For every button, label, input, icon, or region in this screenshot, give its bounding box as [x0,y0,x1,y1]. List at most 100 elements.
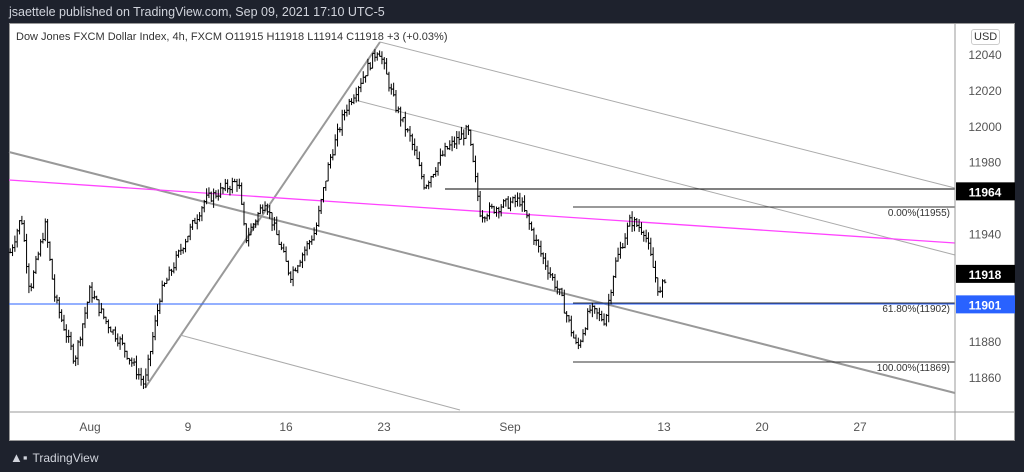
price-label: 11964 [969,185,1002,199]
ohlc-bar [53,274,57,302]
ohlc-bar [487,202,491,220]
ohlc-bar [506,196,510,209]
ohlc-bar [551,272,555,281]
ohlc-bar [632,216,636,232]
ohlc-bar [74,355,78,367]
ohlc-bar [450,136,454,152]
ohlc-bar [184,238,188,253]
price-label-box [956,295,1015,314]
ohlc-bar [429,175,433,188]
ohlc-bar [179,243,183,256]
time-axis: Aug 9 16 23 Sep 13 20 27 [79,420,867,434]
pitchfork-handle [144,41,381,389]
pitchfork-bottom [179,334,461,411]
ohlc-bar [637,219,641,232]
ohlc-bar [291,266,295,287]
ohlc-bar [170,268,174,276]
ohlc-bar [368,62,372,71]
ohlc-bar [343,109,347,121]
ohlc-bar [546,260,550,280]
ohlc-bar [148,350,152,367]
ohlc-bar [284,246,288,262]
ohlc-bar [167,266,171,281]
ohlc-bar [415,145,419,160]
currency-button[interactable]: USD [971,29,1001,45]
ohlc-bar [569,315,573,337]
ohlc-bar [221,186,225,194]
ohlc-bar [417,151,421,167]
ohlc-bar [459,126,463,140]
ohlc-bar [109,326,113,333]
price-label-box [956,182,1015,201]
ohlc-bar [99,302,103,314]
ohlc-bar [155,304,159,327]
ohlc-bar [401,117,405,123]
ohlc-bar [544,253,548,270]
ohlc-bar [357,85,361,102]
x-tick-label: 16 [279,420,293,434]
ohlc-bar [50,258,54,280]
ohlc-bar [653,260,657,283]
ohlc-bar [198,212,202,222]
ohlc-bar [151,331,155,355]
ohlc-bar [579,339,583,348]
fib-label-618: 61.80%(11902) [882,304,950,315]
price-label: 11918 [969,268,1002,282]
ohlc-bar [153,315,157,341]
ohlc-bar [92,290,96,300]
x-tick-label: 9 [185,420,192,434]
ohlc-bar [438,148,442,166]
price-axis: 12040 12020 12000 11980 11940 11880 11860 [968,48,1002,385]
ohlc-bar [590,302,594,318]
tradingview-logo[interactable]: ▲▪ TradingView [10,450,99,465]
ohlc-bar [649,237,653,257]
ohlc-bar [485,213,489,222]
ohlc-bar [195,214,199,230]
ohlc-bar [230,177,234,194]
ohlc-bar [113,326,117,342]
ohlc-bar [188,223,192,241]
y-tick-label: 12020 [968,84,1002,98]
y-tick-label: 12040 [968,48,1002,62]
ohlc-bar [160,280,164,303]
ohlc-bar [90,282,94,303]
ohlc-bar [576,337,580,350]
ohlc-bar [509,197,513,212]
ohlc-bar [385,58,389,75]
ohlc-bar [394,89,398,113]
ohlc-bar [499,204,503,217]
ohlc-bar [104,316,108,325]
y-tick-label: 11980 [969,156,1002,170]
ohlc-bar [289,271,293,284]
ohlc-bar [116,333,120,347]
y-tick-label: 11880 [969,335,1002,349]
ohlc-bar [532,227,536,245]
y-tick-label: 11940 [969,227,1002,241]
pitchfork-upper [379,41,956,189]
ohlc-bar [223,178,227,192]
ohlc-bar [443,142,447,157]
ohlc-bar [298,259,302,267]
ohlc-bar [165,277,169,285]
ohlc-bar [651,247,655,268]
chart-panel[interactable] [9,23,1015,441]
ohlc-bar [32,270,36,289]
ohlc-bar [237,178,241,189]
ohlc-bar [134,355,138,380]
ohlc-bar [27,263,31,294]
ohlc-bar [15,228,19,248]
pitchfork-lower-median [8,151,956,394]
ohlc-bar [539,240,543,257]
price-label-box [956,264,1015,283]
ohlc-bar [48,241,52,262]
ohlc-bar [434,167,438,177]
price-labels: 11964 11918 11901 [956,182,1015,314]
ohlc-bar [64,324,68,343]
ohlc-bar [76,340,80,366]
ohlc-bar [478,190,482,218]
ohlc-bar [174,250,178,271]
ohlc-bars [8,49,667,390]
ohlc-bar [476,172,480,202]
ohlc-bar [55,294,59,304]
